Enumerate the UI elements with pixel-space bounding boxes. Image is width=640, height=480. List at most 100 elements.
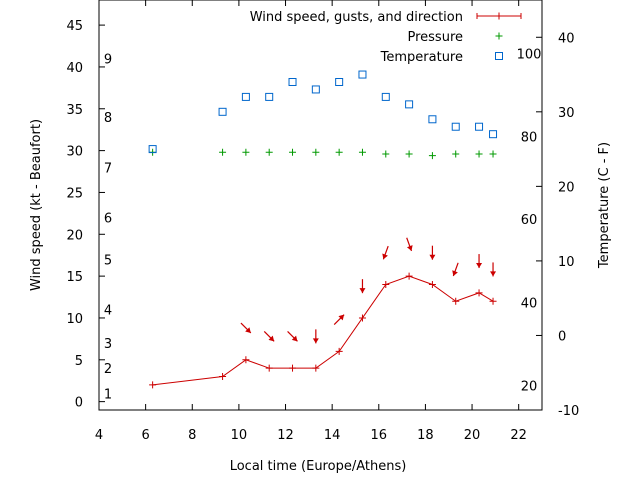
- pressure-point: [405, 150, 413, 158]
- temperature-point: [489, 130, 498, 139]
- y-axis-label-left: Wind speed (kt - Beaufort): [29, 119, 44, 291]
- temperature-point: [311, 85, 320, 94]
- pressure-point: [312, 148, 320, 156]
- wind-arrow-head: [406, 245, 413, 251]
- wind-speed-point: [452, 297, 460, 305]
- wind-arrow-head: [291, 335, 298, 342]
- beaufort-label: 9: [104, 53, 112, 68]
- beaufort-label: 1: [104, 387, 112, 402]
- pressure-point: [289, 148, 297, 156]
- pressure-point: [452, 150, 460, 158]
- wind-direction-arrow: [476, 254, 483, 269]
- wind-direction-arrow: [333, 314, 345, 326]
- wind-speed-point: [149, 381, 157, 389]
- y-right-tick-label: 20: [558, 180, 575, 195]
- x-tick-label: 8: [188, 428, 196, 443]
- legend-swatch-marker: [495, 52, 503, 60]
- wind-arrow-head: [312, 338, 319, 344]
- wind-speed-point: [312, 364, 320, 372]
- legend-swatch-caps: [476, 13, 522, 19]
- temperature-point: [335, 78, 344, 86]
- y-right-tick-label: -10: [558, 404, 579, 419]
- wind-arrow-head: [476, 263, 483, 269]
- wind-direction-arrow: [490, 262, 497, 277]
- y-left-tick-label: 25: [66, 186, 83, 201]
- legend-swatch-marker: [495, 12, 503, 20]
- pressure-point: [358, 148, 366, 156]
- x-tick-label: 16: [371, 428, 388, 443]
- beaufort-label: 6: [104, 212, 112, 227]
- wind-direction-arrow: [406, 237, 413, 252]
- wind-speed-point: [382, 280, 390, 288]
- temperature-point: [428, 115, 437, 124]
- x-tick-label: 12: [277, 428, 294, 443]
- y-axis-label-right: Temperature (C - F): [597, 142, 612, 269]
- beaufort-label: 3: [104, 337, 112, 352]
- wind-speed-line: [152, 275, 494, 386]
- beaufort-label: 2: [104, 362, 112, 377]
- temperature-point: [358, 70, 367, 79]
- wind-arrow-head: [245, 327, 251, 333]
- x-tick-label: 4: [95, 428, 103, 443]
- wind-speed-point: [289, 364, 297, 372]
- plot-frame: [98, 0, 543, 411]
- legend-swatch-marker: [495, 32, 503, 40]
- wind-direction-arrow: [382, 245, 389, 260]
- wind-arrow-head: [429, 254, 436, 260]
- y-left-tick-label: 35: [66, 103, 83, 118]
- y-left-tick-label: 40: [66, 61, 83, 76]
- fahrenheit-label: 20: [521, 379, 538, 394]
- y-left-tick-label: 45: [66, 19, 83, 34]
- wind-speed-point: [358, 314, 366, 322]
- x-axis-label: Local time (Europe/Athens): [230, 459, 407, 474]
- pressure-point: [219, 148, 227, 156]
- temperature-point: [241, 92, 250, 101]
- pressure-point: [428, 152, 436, 160]
- y-right-tick-label: 0: [558, 329, 566, 344]
- pressure-point: [382, 150, 390, 158]
- temperature-point: [451, 122, 460, 131]
- wind-speed-point: [489, 297, 497, 305]
- wind-speed-point: [475, 289, 483, 297]
- x-tick-label: 6: [141, 428, 149, 443]
- temperature-point: [218, 107, 227, 116]
- wind-direction-arrow: [429, 245, 436, 260]
- wind-speed-point: [219, 373, 227, 381]
- fahrenheit-label: 40: [521, 297, 538, 312]
- x-tick-label: 10: [231, 428, 248, 443]
- wind-direction-arrow: [240, 322, 252, 334]
- wind-direction-arrow: [359, 279, 366, 294]
- y-left-tick-label: 30: [66, 145, 83, 160]
- temperature-point: [381, 92, 390, 101]
- beaufort-label: 4: [104, 304, 112, 319]
- pressure-point: [489, 150, 497, 158]
- wind-arrow-head: [382, 253, 388, 260]
- beaufort-label: 8: [104, 111, 112, 126]
- y-right-tick-label: 10: [558, 255, 575, 270]
- legend-label: Temperature: [380, 50, 463, 65]
- y-left-tick-label: 20: [66, 228, 83, 243]
- wind-speed-point: [335, 347, 343, 355]
- temperature-point: [265, 92, 274, 101]
- y-left-tick-label: 15: [66, 270, 83, 285]
- y-right-tick-label: 40: [558, 31, 575, 46]
- y-left-tick-label: 0: [75, 396, 83, 411]
- wind-speed-point: [242, 356, 250, 364]
- wind-arrow-head: [359, 288, 366, 294]
- wind-direction-arrow: [312, 329, 319, 344]
- pressure-point: [265, 148, 273, 156]
- x-tick-label: 20: [464, 428, 481, 443]
- wind-direction-arrow: [287, 330, 298, 342]
- pressure-point: [335, 148, 343, 156]
- x-tick-label: 18: [417, 428, 434, 443]
- wind-speed-point: [265, 364, 273, 372]
- pressure-point: [242, 148, 250, 156]
- y-right-tick-label: 30: [558, 106, 575, 121]
- beaufort-label: 5: [104, 253, 112, 268]
- wind-direction-arrow: [452, 262, 459, 277]
- pressure-point: [475, 150, 483, 158]
- beaufort-label: 7: [104, 161, 112, 176]
- fahrenheit-label: 80: [521, 130, 538, 145]
- temperature-point: [475, 122, 484, 131]
